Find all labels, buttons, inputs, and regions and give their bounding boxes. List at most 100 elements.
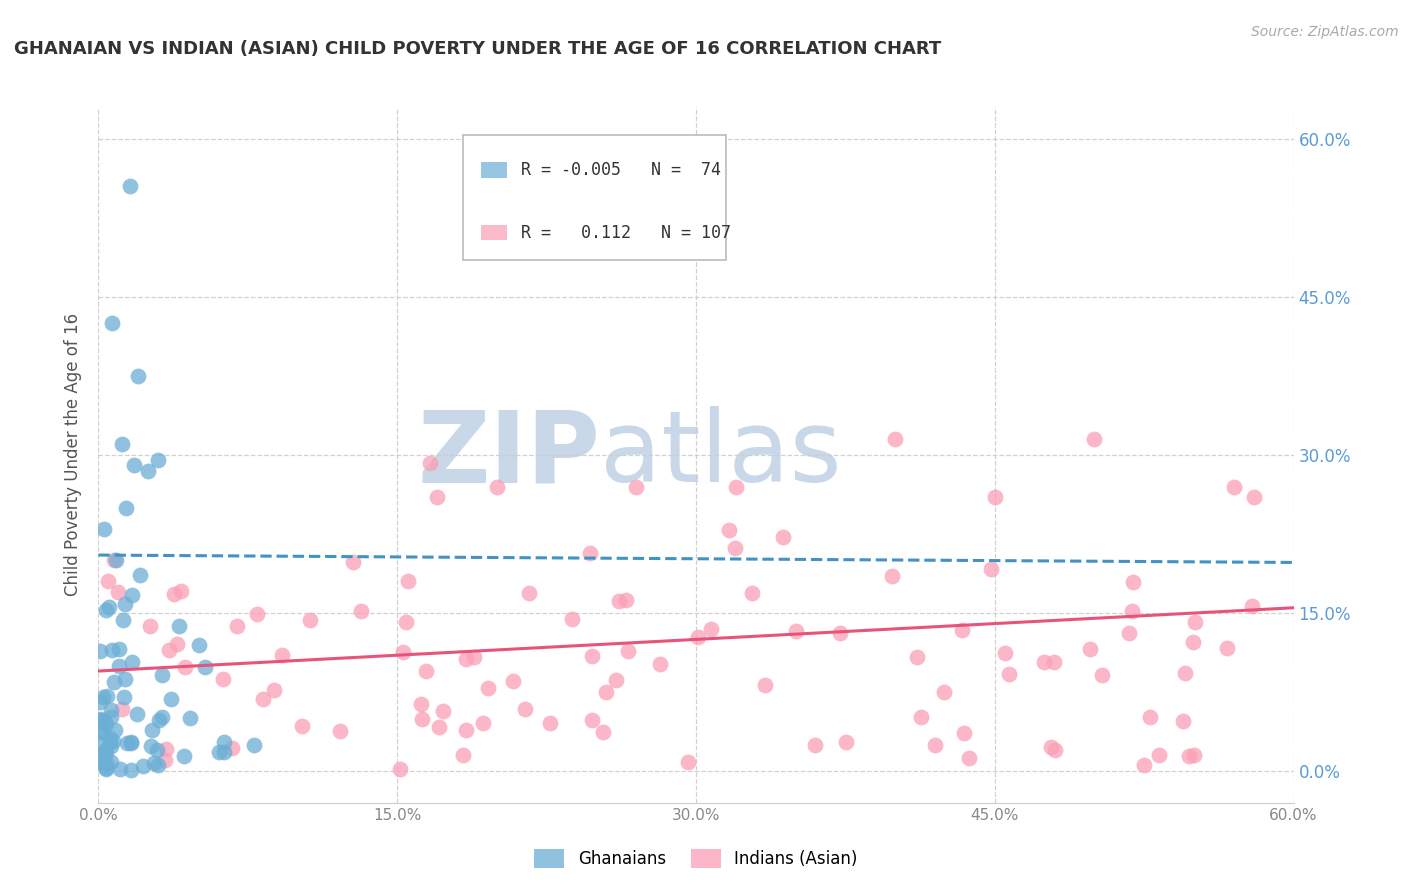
- Point: [538, 715, 561, 730]
- Point: [350, 604, 373, 618]
- Point: [994, 646, 1017, 660]
- Point: [127, 368, 149, 383]
- Point: [579, 546, 602, 560]
- Point: [100, 703, 122, 717]
- Point: [1043, 743, 1066, 757]
- Point: [89, 644, 111, 658]
- Point: [1223, 479, 1246, 493]
- Point: [415, 664, 437, 678]
- Point: [271, 648, 294, 662]
- Text: atlas: atlas: [600, 407, 842, 503]
- Point: [103, 674, 125, 689]
- Point: [957, 751, 980, 765]
- Point: [159, 692, 181, 706]
- Point: [94, 743, 117, 757]
- Point: [114, 597, 136, 611]
- Point: [626, 479, 648, 493]
- Legend: Ghanaians, Indians (Asian): Ghanaians, Indians (Asian): [527, 842, 865, 874]
- Point: [298, 613, 321, 627]
- Point: [120, 734, 142, 748]
- Point: [342, 555, 364, 569]
- Point: [101, 733, 124, 747]
- Point: [950, 624, 973, 638]
- Point: [100, 739, 122, 753]
- Point: [411, 697, 433, 711]
- Point: [419, 456, 441, 470]
- Y-axis label: Child Poverty Under the Age of 16: Child Poverty Under the Age of 16: [65, 313, 83, 597]
- Point: [111, 702, 134, 716]
- Point: [120, 179, 142, 194]
- Point: [103, 553, 125, 567]
- Point: [131, 759, 153, 773]
- Point: [724, 479, 747, 493]
- Point: [1121, 604, 1143, 618]
- Point: [100, 755, 122, 769]
- Point: [98, 731, 121, 745]
- Point: [150, 710, 173, 724]
- Point: [167, 618, 190, 632]
- Point: [120, 763, 142, 777]
- Point: [804, 738, 827, 752]
- Point: [1174, 666, 1197, 681]
- Point: [111, 613, 134, 627]
- Point: [252, 691, 274, 706]
- Point: [592, 725, 614, 739]
- Point: [105, 553, 128, 567]
- Point: [395, 615, 418, 629]
- Point: [998, 666, 1021, 681]
- Point: [718, 524, 741, 538]
- Point: [1243, 490, 1265, 504]
- Point: [648, 657, 671, 672]
- Point: [754, 678, 776, 692]
- Point: [581, 713, 603, 727]
- Point: [329, 724, 352, 739]
- Point: [1039, 740, 1062, 755]
- Point: [880, 569, 903, 583]
- Point: [741, 585, 763, 599]
- Point: [451, 748, 474, 763]
- Point: [212, 735, 235, 749]
- Point: [953, 725, 976, 739]
- Point: [94, 756, 117, 770]
- Point: [142, 756, 165, 770]
- Point: [89, 695, 111, 709]
- Point: [152, 667, 174, 681]
- Point: [91, 690, 114, 705]
- Point: [89, 737, 111, 751]
- Point: [392, 645, 415, 659]
- Point: [148, 713, 170, 727]
- Point: [141, 739, 163, 754]
- Point: [454, 723, 477, 738]
- Point: [146, 758, 169, 772]
- Point: [157, 643, 180, 657]
- Point: [90, 725, 112, 739]
- Point: [101, 642, 124, 657]
- Point: [138, 618, 160, 632]
- Point: [910, 710, 932, 724]
- Point: [96, 746, 118, 760]
- Point: [101, 316, 124, 330]
- Point: [984, 490, 1007, 504]
- Point: [166, 637, 188, 651]
- Point: [616, 644, 638, 658]
- Point: [828, 625, 851, 640]
- Point: [107, 658, 129, 673]
- Point: [1133, 757, 1156, 772]
- Point: [426, 490, 449, 504]
- Point: [411, 712, 433, 726]
- Point: [90, 724, 112, 739]
- Point: [94, 603, 117, 617]
- Point: [91, 751, 114, 765]
- Point: [398, 574, 420, 589]
- Point: [884, 432, 907, 446]
- Point: [1147, 747, 1170, 762]
- Point: [208, 745, 231, 759]
- Point: [136, 464, 159, 478]
- Point: [1118, 626, 1140, 640]
- Point: [112, 690, 135, 704]
- Point: [121, 656, 143, 670]
- Point: [107, 585, 129, 599]
- Point: [427, 720, 450, 734]
- Point: [263, 683, 285, 698]
- Point: [1182, 748, 1205, 763]
